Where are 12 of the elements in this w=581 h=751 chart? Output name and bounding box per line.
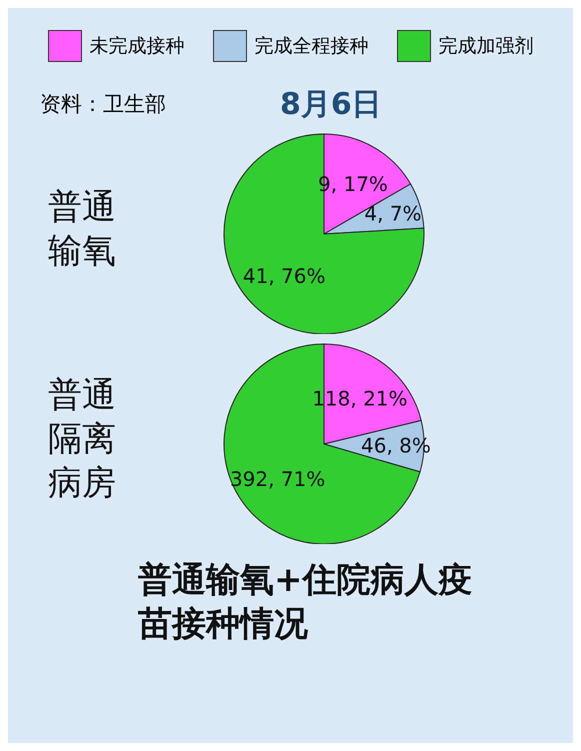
legend-label: 完成全程接种	[254, 34, 368, 59]
text: 8月6日	[280, 86, 382, 124]
text: 普通输氧+住院病人疫苗接种情况	[138, 559, 474, 646]
legend-label: 未完成接种	[90, 34, 184, 59]
data-label: 392, 71%	[230, 466, 326, 491]
pie-slice	[224, 134, 425, 334]
data-label: 41, 76%	[243, 264, 326, 288]
data-label: 4, 7%	[364, 201, 422, 226]
text: 普通隔离病房	[48, 374, 117, 505]
text: 普通输氧	[48, 186, 117, 273]
text: 资料：卫生部	[40, 91, 167, 118]
legend-label: 完成加强剂	[438, 34, 534, 59]
